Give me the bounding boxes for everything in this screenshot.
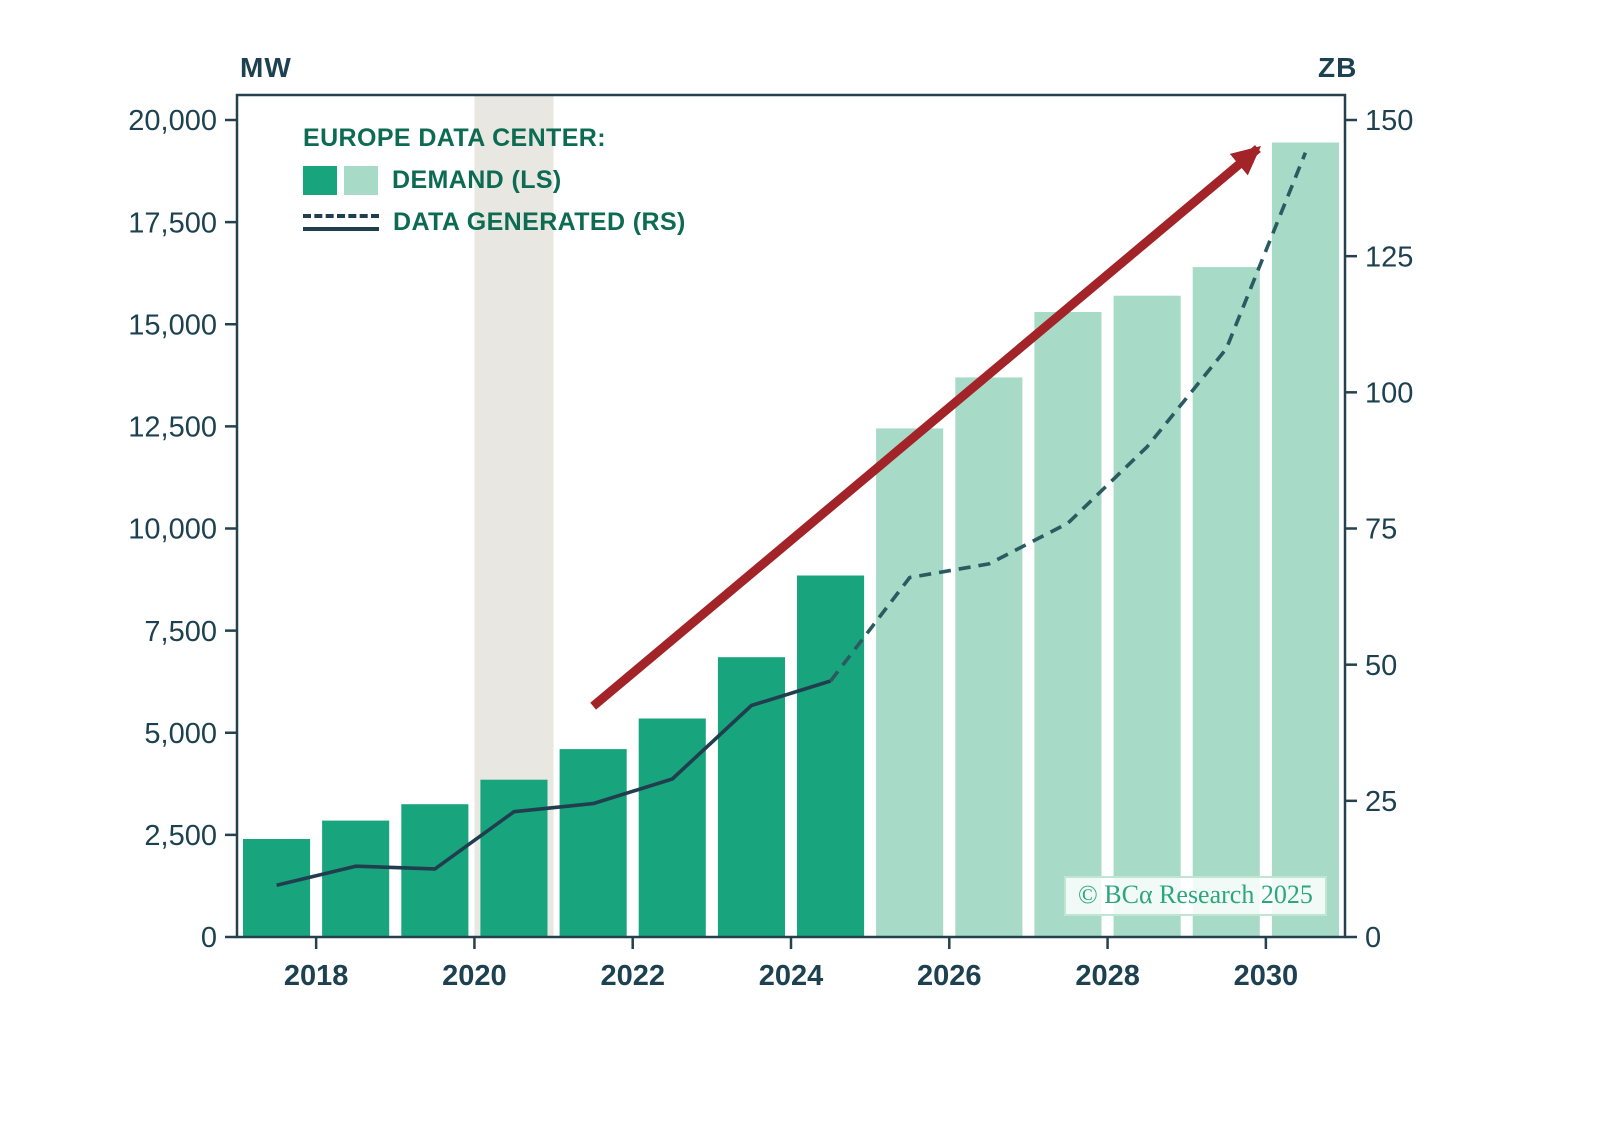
bar-demand-actual <box>480 779 548 937</box>
trend-arrow <box>590 145 1262 710</box>
watermark-bca-research: © BCα Research 2025 <box>1064 876 1327 916</box>
x-axis-tick-label: 2028 <box>1075 960 1140 992</box>
x-axis-tick-label: 2018 <box>284 960 349 992</box>
demand-legend-label: DEMAND (LS) <box>392 166 562 194</box>
bar-demand-actual <box>638 718 706 937</box>
data-generated-line-swatch <box>303 214 379 231</box>
bar-demand-actual <box>243 839 311 937</box>
bar-demand-forecast <box>876 428 944 937</box>
left-axis-tick-label: 7,500 <box>144 616 217 648</box>
bar-demand-actual <box>322 820 390 937</box>
x-axis-tick-label: 2020 <box>442 960 507 992</box>
right-axis-tick-label: 100 <box>1365 377 1413 409</box>
left-axis-unit-label: MW <box>240 52 292 83</box>
x-axis-tick-label: 2026 <box>917 960 982 992</box>
bar-demand-forecast <box>1271 142 1339 937</box>
left-axis-tick-label: 10,000 <box>128 514 217 546</box>
bar-demand-forecast <box>955 377 1023 937</box>
demand-swatches <box>303 166 378 195</box>
legend-title: EUROPE DATA CENTER: <box>303 124 606 152</box>
x-axis-tick-label: 2022 <box>600 960 665 992</box>
right-axis-tick-label: 125 <box>1365 241 1413 273</box>
bar-demand-forecast <box>1034 312 1102 937</box>
left-axis-tick-label: 12,500 <box>128 412 217 444</box>
right-axis-tick-label: 50 <box>1365 650 1397 682</box>
right-axis-unit-label: ZB <box>1318 52 1358 83</box>
legend-demand-row: DEMAND (LS) <box>303 166 686 195</box>
data-generated-forecast-line <box>829 152 1308 683</box>
bar-demand-actual <box>797 575 865 937</box>
bar-demand-forecast <box>1113 295 1181 937</box>
x-axis-tick-label: 2030 <box>1234 960 1299 992</box>
right-axis-tick-label: 75 <box>1365 514 1397 546</box>
demand-forecast-swatch <box>344 166 378 195</box>
right-axis-tick-label: 25 <box>1365 786 1397 818</box>
chart-legend: EUROPE DATA CENTER: DEMAND (LS) DATA GEN… <box>303 124 686 237</box>
left-axis-tick-label: 15,000 <box>128 309 217 341</box>
x-axis-tick-label: 2024 <box>759 960 824 992</box>
bar-demand-forecast <box>1192 267 1260 938</box>
bar-demand-actual <box>559 749 627 937</box>
left-axis-tick-label: 0 <box>201 922 217 954</box>
data-generated-legend-label: DATA GENERATED (RS) <box>393 208 686 236</box>
demand-actual-swatch <box>303 166 337 195</box>
left-axis-tick-label: 2,500 <box>144 820 217 852</box>
right-axis-tick-label: 0 <box>1365 922 1381 954</box>
left-axis-tick-label: 17,500 <box>128 207 217 239</box>
left-axis-tick-label: 5,000 <box>144 718 217 750</box>
left-axis-tick-label: 20,000 <box>128 105 217 137</box>
data-generated-actual-line <box>276 679 832 888</box>
right-axis-tick-label: 150 <box>1365 105 1413 137</box>
legend-data-generated-row: DATA GENERATED (RS) <box>303 208 686 237</box>
